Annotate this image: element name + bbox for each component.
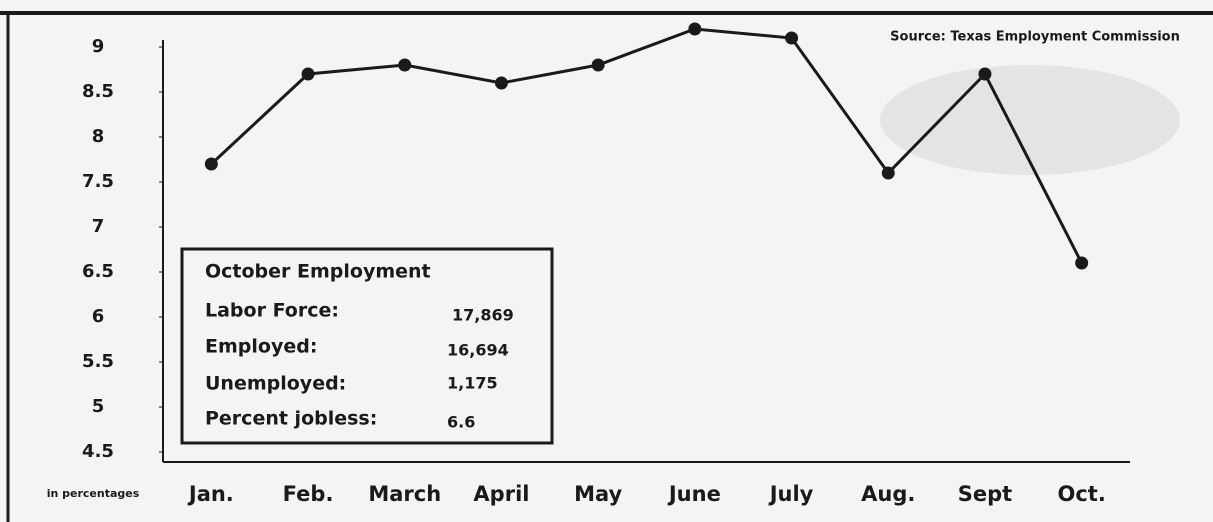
y-axis-label: in percentages [47, 487, 140, 500]
point [205, 158, 218, 171]
x-tick-label: Jan. [187, 482, 234, 506]
x-tick-label: May [574, 482, 622, 506]
point [302, 68, 315, 81]
x-tick-label: Oct. [1057, 482, 1105, 506]
y-tick-label: 8 [92, 126, 105, 147]
chart: Source: Texas Employment Commission in p… [0, 0, 1213, 522]
y-tick-label: 7 [92, 216, 105, 237]
photo-hint [880, 65, 1180, 175]
y-tick-label: 5.5 [82, 351, 114, 372]
x-tick-label: Feb. [283, 482, 334, 506]
y-tick-label: 4.5 [82, 441, 114, 462]
y-tick-label: 5 [92, 396, 105, 417]
point [495, 77, 508, 90]
x-tick-label: March [368, 482, 441, 506]
inset-label: Percent jobless: [205, 408, 377, 430]
inset-value: 1,175 [447, 374, 498, 393]
x-tick-label: Aug. [861, 482, 915, 506]
x-tick-label: April [473, 482, 529, 506]
y-tick-label: 9 [92, 36, 105, 57]
inset-box: October Employment Labor Force: 17,869 E… [182, 249, 552, 443]
x-tick-label: Sept [958, 482, 1012, 506]
inset-label: Labor Force: [205, 300, 339, 322]
inset-label: Unemployed: [205, 373, 346, 395]
inset-label: Employed: [205, 336, 317, 358]
y-tick-label: 6.5 [82, 261, 114, 282]
inset-value: 6.6 [447, 413, 475, 432]
x-tick-label: July [768, 482, 814, 506]
point [978, 68, 991, 81]
point [1075, 257, 1088, 270]
point [785, 32, 798, 45]
y-tick-label: 6 [92, 306, 105, 327]
page: Source: Texas Employment Commission in p… [0, 0, 1213, 522]
inset-value: 17,869 [452, 306, 514, 325]
inset-title: October Employment [205, 261, 431, 283]
point [688, 23, 701, 36]
source: Source: Texas Employment Commission [890, 30, 1180, 45]
y-tick-label: 7.5 [82, 171, 114, 192]
point [882, 167, 895, 180]
point [398, 59, 411, 72]
point [592, 59, 605, 72]
x-tick-label: June [667, 482, 721, 506]
y-tick-label: 8.5 [82, 81, 114, 102]
inset-value: 16,694 [447, 341, 509, 360]
